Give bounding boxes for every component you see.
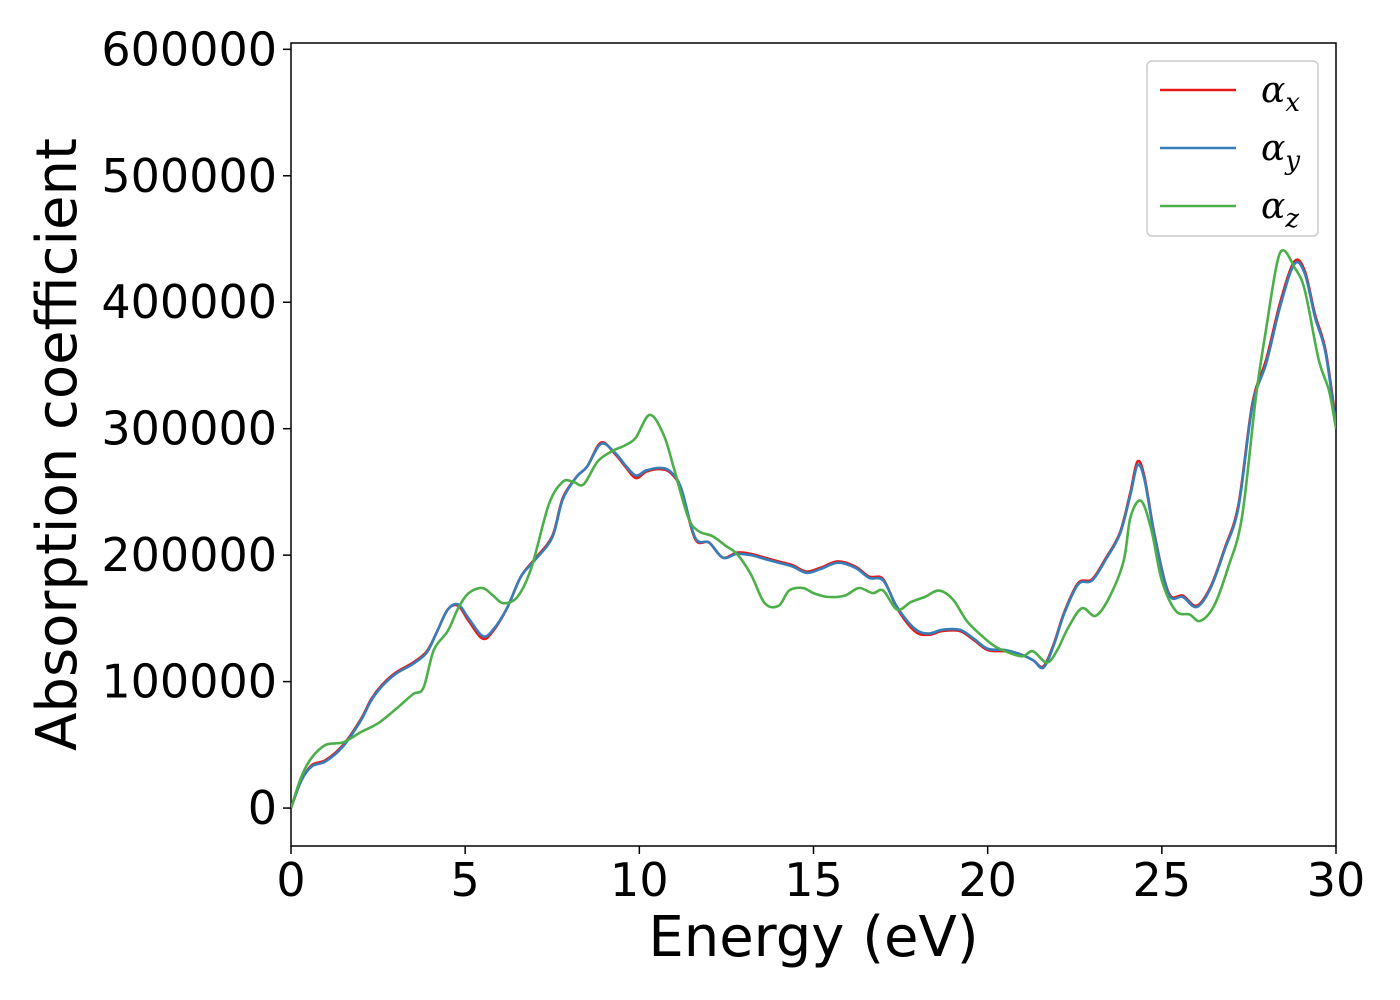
y-tick-label: 200000 [101,528,277,582]
y-tick-label: 600000 [101,22,277,76]
y-tick-label: 100000 [101,655,277,709]
series-line-z [291,249,1336,809]
x-tick-label: 0 [276,853,305,907]
x-tick-label: 25 [1133,853,1192,907]
y-tick-label: 500000 [101,149,277,203]
series-layer [291,249,1336,809]
y-axis-title: Absorption coefficient [25,138,90,751]
x-tick-label: 30 [1307,853,1366,907]
y-axis: 0 100000 200000 300000 400000 500000 600000 [101,22,291,835]
y-tick-label: 300000 [101,402,277,456]
x-tick-label: 15 [784,853,843,907]
y-tick-label: 400000 [101,275,277,329]
series-line-y [291,260,1336,809]
x-tick-label: 20 [958,853,1017,907]
x-axis: 0 5 10 15 20 25 30 [276,846,1365,907]
legend-label-z: αz [1261,186,1299,234]
y-tick-label: 0 [248,781,277,835]
x-tick-label: 10 [610,853,669,907]
x-tick-label: 5 [451,853,480,907]
series-line-x [291,258,1336,809]
x-axis-title: Energy (eV) [648,905,978,970]
